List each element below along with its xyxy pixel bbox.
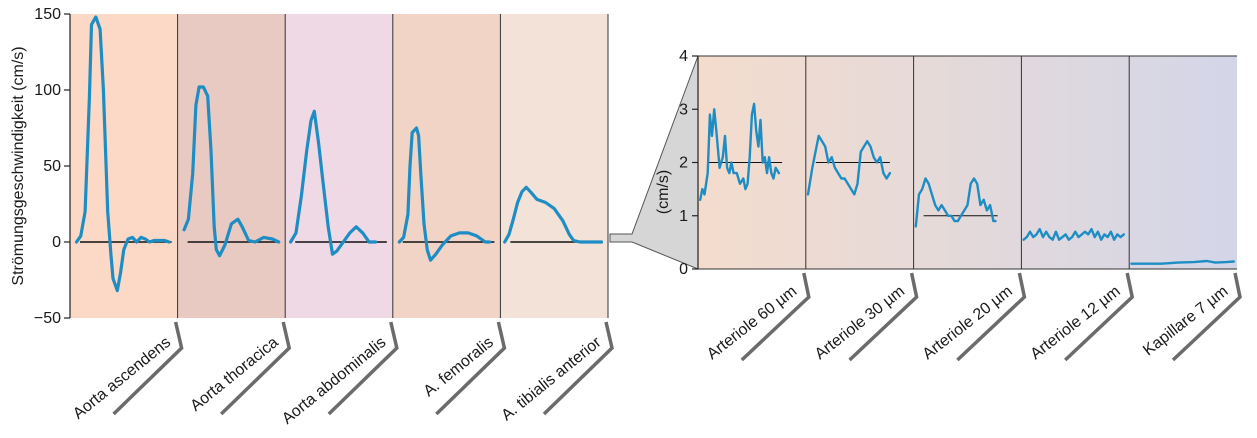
left-trace-aorta-ascendens (74, 15, 171, 293)
right-traces (699, 102, 1235, 265)
left-trace-aorta-thoracica (182, 85, 281, 258)
left-y-ticks: 150 100 50 0 −50 (34, 6, 70, 327)
right-chart-microcirculation: 4 3 2 1 0 (cm/s) Arteriole 60 µm Arteriole 30… (655, 48, 1242, 363)
left-label-bracket (327, 321, 399, 416)
left-panel-label-a-tibialis-anterior: A. tibialis anterior (498, 333, 605, 424)
left-y-tick-label: 150 (34, 6, 61, 23)
right-y-tick-label: 4 (679, 48, 688, 65)
left-y-axis: 150 100 50 0 −50 (34, 6, 71, 327)
right-label-bracket (848, 272, 919, 362)
right-label-bracket (956, 272, 1027, 362)
right-y-tick-label: 0 (679, 261, 688, 278)
left-y-tick-label: −50 (34, 310, 61, 327)
left-panel-dividers (177, 14, 609, 318)
left-panel-label-aorta-abdominalis: Aorta abdominalis (279, 334, 389, 428)
left-label-bracket (435, 321, 507, 416)
right-trace-arteriole-60-m (699, 102, 781, 201)
left-traces (74, 15, 604, 293)
left-label-bracket (112, 321, 184, 416)
left-y-axis-title: Strömungsgeschwindigkeit (cm/s) (10, 46, 27, 285)
left-panel-bg-aorta-abdominalis (285, 14, 394, 318)
left-panel-bg-a-tibialis-anterior (500, 14, 609, 318)
right-trace-arteriole-30-m (806, 134, 892, 196)
left-trace-aorta-abdominalis (289, 109, 378, 256)
right-label-bracket (740, 272, 811, 362)
left-chart-large-arteries: 150 100 50 0 −50 Strömungsgeschwindigkeit (c… (10, 6, 614, 428)
right-y-axis-title: (cm/s) (655, 170, 672, 214)
left-panel-bg-aorta-thoracica (177, 14, 286, 318)
right-trace-arteriole-20-m (914, 177, 997, 228)
right-panel-labels: Arteriole 60 µm Arteriole 30 µm Arteriole … (704, 272, 1242, 363)
right-panel-background (698, 56, 1237, 269)
left-trace-a-tibialis-anterior (503, 185, 604, 244)
right-label-bracket (1064, 272, 1135, 362)
right-y-tick-label: 1 (679, 208, 688, 225)
right-y-tick-label: 3 (679, 101, 688, 118)
left-trace-a-femoralis (397, 126, 492, 262)
right-label-bracket (1171, 272, 1242, 362)
right-panel-dividers (805, 56, 1130, 269)
left-y-tick-label: 50 (43, 158, 61, 175)
right-y-axis: 4 3 2 1 0 (679, 48, 1237, 278)
left-panel-backgrounds (70, 14, 609, 318)
left-y-tick-label: 0 (52, 234, 61, 251)
right-y-ticks: 4 3 2 1 0 (679, 48, 698, 278)
left-label-bracket (219, 321, 292, 416)
right-trace-arteriole-12-m (1022, 227, 1125, 241)
right-trace-kapillare-7-m (1130, 259, 1235, 265)
right-y-tick-label: 2 (679, 155, 688, 172)
left-y-tick-label: 100 (34, 82, 61, 99)
left-label-bracket (542, 321, 614, 416)
left-panel-label-aorta-ascendens: Aorta ascendens (70, 334, 174, 423)
